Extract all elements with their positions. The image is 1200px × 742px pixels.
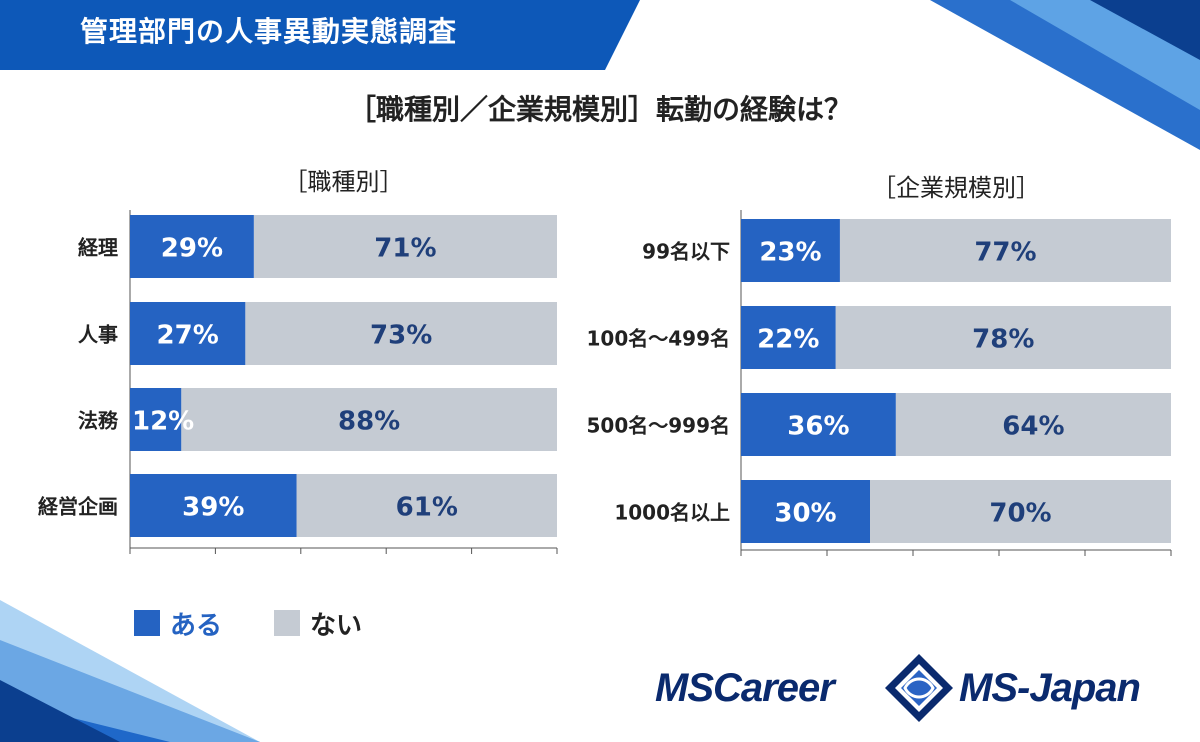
company-logo: MSCareer MS-Japan — [655, 650, 1175, 726]
bar-no-3 — [296, 474, 557, 537]
bar-no-1 — [835, 306, 1171, 369]
data-label-no-3: 70% — [989, 499, 1051, 529]
category-label-3: 1000名以上 — [614, 501, 730, 525]
bar-yes-0 — [741, 219, 840, 282]
data-label-no-1: 73% — [370, 321, 432, 351]
bar-no-3 — [870, 480, 1171, 543]
legend-swatch-no — [274, 610, 300, 636]
data-label-no-2: 88% — [338, 407, 400, 437]
bar-yes-3 — [741, 480, 870, 543]
logo-msjapan-text: MS-Japan — [959, 666, 1141, 710]
right-panel-title: ［企業規模別］ — [872, 174, 1040, 202]
logo-mscareer-text: MSCareer — [655, 666, 835, 710]
bar-yes-2 — [741, 393, 896, 456]
bar-no-2 — [181, 388, 558, 451]
data-label-no-2: 64% — [1002, 412, 1064, 442]
legend-label-no: ない — [310, 610, 363, 641]
legend-item-no: ない — [274, 606, 363, 641]
bar-yes-1 — [741, 306, 836, 369]
chart-main-title: ［職種別／企業規模別］転勤の経験は？ — [347, 93, 852, 126]
category-label-2: 500名～999名 — [587, 414, 731, 438]
left-panel-title: ［職種別］ — [283, 168, 404, 196]
bar-yes-0 — [130, 215, 254, 278]
data-label-no-0: 71% — [374, 234, 436, 264]
bar-no-1 — [245, 302, 558, 365]
data-label-yes-0: 29% — [161, 234, 223, 264]
data-label-yes-1: 27% — [157, 321, 219, 351]
bar-no-2 — [895, 393, 1171, 456]
category-label-1: 人事 — [78, 323, 118, 347]
data-label-yes-3: 39% — [182, 493, 244, 523]
bar-no-0 — [839, 219, 1171, 282]
diamond-logo-icon — [885, 654, 953, 722]
bar-yes-3 — [130, 474, 297, 537]
bar-yes-2 — [130, 388, 182, 451]
category-label-3: 経営企画 — [38, 495, 118, 519]
legend-item-yes: ある — [134, 606, 223, 641]
data-label-no-0: 77% — [974, 238, 1036, 268]
header-banner — [0, 0, 640, 70]
data-label-yes-2: 36% — [787, 412, 849, 442]
data-label-no-3: 61% — [396, 493, 458, 523]
category-label-0: 経理 — [78, 236, 118, 260]
category-label-2: 法務 — [78, 409, 119, 433]
data-label-yes-0: 23% — [759, 238, 821, 268]
data-label-yes-1: 22% — [757, 325, 819, 355]
data-label-yes-2: 12% — [132, 407, 194, 437]
legend-swatch-yes — [134, 610, 160, 636]
data-label-yes-3: 30% — [774, 499, 836, 529]
data-label-no-1: 78% — [972, 325, 1034, 355]
banner-title: 管理部門の人事異動実態調査 — [80, 15, 458, 48]
bar-yes-1 — [130, 302, 246, 365]
legend-label-yes: ある — [170, 610, 223, 641]
bar-no-0 — [253, 215, 557, 278]
category-label-0: 99名以下 — [642, 240, 730, 264]
category-label-1: 100名～499名 — [587, 327, 731, 351]
